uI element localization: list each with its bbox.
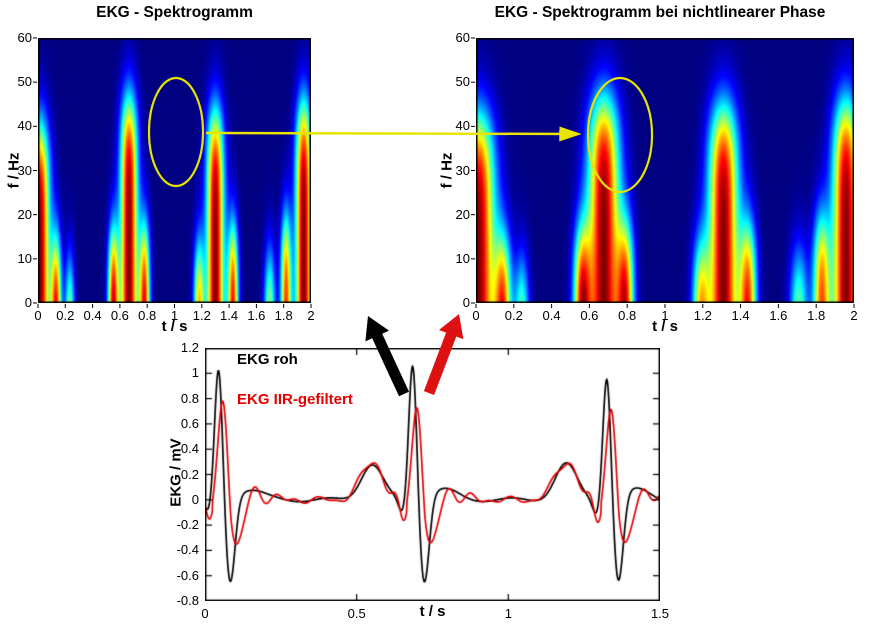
spectrogram-left-heatmap — [38, 38, 311, 303]
y-tick-label: 30 — [455, 162, 470, 178]
x-tick-label: 1 — [170, 308, 179, 323]
y-tick-label: 40 — [17, 118, 32, 134]
y-tick-label: 1 — [191, 365, 199, 381]
x-tick-label: 1.8 — [274, 308, 293, 323]
x-tick-label: 0.6 — [110, 308, 129, 323]
ecg-xlabel: t / s — [419, 603, 446, 620]
y-tick-label: 20 — [455, 206, 470, 222]
spectrogram-right-title: EKG - Spektrogramm bei nichtlinearer Pha… — [494, 4, 826, 21]
x-tick-label: 0 — [472, 308, 480, 323]
y-tick-label: 10 — [455, 250, 470, 266]
spectrogram-right-xlabel: t / s — [652, 318, 678, 335]
x-tick-label: 0.5 — [347, 606, 366, 621]
y-tick-label: 1.2 — [180, 340, 199, 355]
y-tick-label: 30 — [17, 162, 32, 178]
x-tick-label: 0.4 — [542, 308, 561, 323]
y-tick-label: 40 — [455, 118, 470, 134]
y-tick-label: 10 — [17, 250, 32, 266]
x-tick-label: 1.4 — [731, 308, 750, 323]
x-tick-label: 1.2 — [192, 308, 211, 323]
y-tick-label: -0.4 — [176, 542, 199, 558]
y-tick-label: 60 — [17, 30, 32, 45]
legend-ekg-iir-gefiltert: EKG IIR-gefiltert — [237, 391, 353, 408]
y-tick-label: 0 — [191, 491, 199, 507]
x-tick-label: 1.6 — [769, 308, 788, 323]
y-tick-label: 0 — [462, 295, 470, 310]
x-tick-label: 0.2 — [56, 308, 75, 323]
spectrogram-left-xlabel: t / s — [161, 318, 188, 335]
x-tick-label: 2 — [307, 308, 315, 323]
y-tick-label: 0.8 — [180, 390, 199, 406]
y-tick-label: 60 — [455, 30, 470, 45]
spectrogram-right-heatmap — [476, 38, 854, 303]
y-tick-label: -0.2 — [176, 517, 199, 533]
x-tick-label: 1.4 — [220, 308, 239, 323]
y-tick-label: 20 — [17, 206, 32, 222]
x-tick-label: 1.6 — [247, 308, 266, 323]
x-tick-label: 1.5 — [650, 606, 670, 621]
x-tick-label: 0.6 — [580, 308, 599, 323]
y-tick-label: -0.8 — [176, 593, 199, 608]
y-tick-label: 0 — [24, 295, 32, 310]
spectrogram-left-title: EKG - Spektrogramm — [96, 4, 253, 21]
x-tick-label: 0 — [201, 606, 209, 621]
y-tick-label: -0.6 — [176, 567, 199, 583]
x-tick-label: 1.8 — [807, 308, 826, 323]
x-tick-label: 0.8 — [618, 308, 637, 323]
legend-ekg-roh: EKG roh — [237, 351, 298, 368]
x-tick-label: 1 — [661, 308, 669, 323]
ecg-line-plot — [205, 348, 660, 601]
x-tick-label: 0.2 — [504, 308, 523, 323]
x-tick-label: 1 — [504, 606, 512, 621]
x-tick-label: 2 — [850, 308, 858, 323]
y-tick-label: 50 — [455, 74, 470, 90]
y-tick-label: 0.6 — [180, 415, 199, 431]
x-tick-label: 1.2 — [693, 308, 712, 323]
x-tick-label: 0.8 — [138, 308, 157, 323]
y-tick-label: 0.2 — [180, 466, 199, 482]
x-tick-label: 0.4 — [83, 308, 102, 323]
y-tick-label: 0.4 — [180, 441, 199, 457]
y-tick-label: 50 — [17, 74, 32, 90]
x-tick-label: 0 — [34, 308, 42, 323]
